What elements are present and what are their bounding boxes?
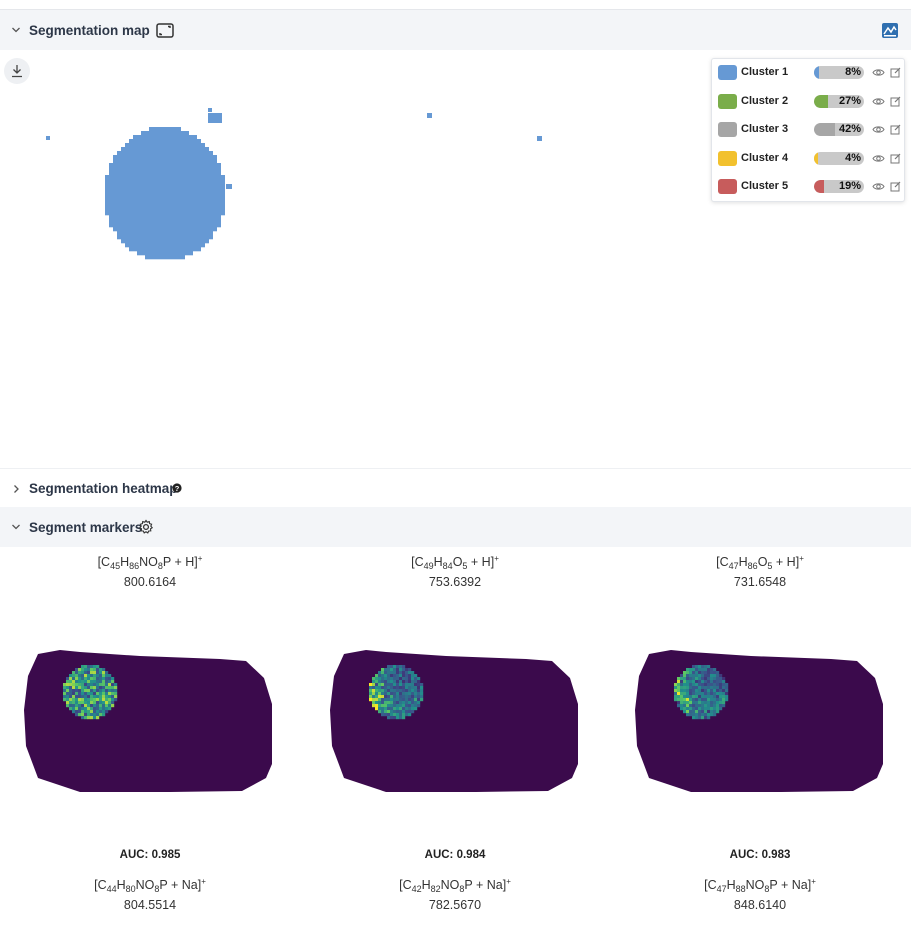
edit-icon[interactable]: [890, 96, 901, 107]
cluster-1-region: [105, 127, 232, 260]
eye-icon[interactable]: [872, 124, 885, 135]
marker-formula: [C42H82NO8P + Na]+: [399, 877, 511, 894]
cluster-percent-label: 42%: [838, 123, 861, 136]
eye-icon[interactable]: [872, 67, 885, 78]
edit-icon[interactable]: [890, 124, 901, 135]
segmentation-map-title: Segmentation map: [29, 22, 150, 38]
marker-card-1[interactable]: [C45H86NO8P + H]+ 800.6164: [0, 554, 300, 589]
cluster-1-speck: [46, 136, 50, 140]
segment-markers-title: Segment markers: [29, 519, 143, 535]
cluster-1-speck: [208, 108, 212, 112]
auc-label: AUC: 0.985: [119, 849, 181, 861]
eye-icon[interactable]: [872, 96, 885, 107]
top-divider: [0, 9, 911, 10]
ion-image-1[interactable]: [20, 648, 278, 794]
legend-item-cluster-2[interactable]: Cluster 2 27%: [712, 88, 906, 116]
cluster-1-speck: [427, 113, 432, 118]
marker-formula: [C47H88NO8P + Na]+: [704, 877, 816, 894]
cluster-percent-label: 19%: [838, 180, 861, 193]
marker-formula: [C49H84O5 + H]+: [411, 554, 499, 571]
edit-icon[interactable]: [890, 67, 901, 78]
help-icon[interactable]: ?: [172, 483, 182, 493]
intensity-hotspot: [369, 665, 424, 720]
marker-mz: 731.6548: [733, 575, 787, 589]
segment-markers-header[interactable]: Segment markers: [0, 507, 911, 547]
marker-mz: 848.6140: [733, 898, 787, 912]
legend-item-cluster-3[interactable]: Cluster 3 42%: [712, 116, 906, 144]
cluster-percent-bar: [814, 180, 864, 194]
expand-icon[interactable]: [156, 22, 174, 38]
cluster-legend: Cluster 1 8% Cluster 2 27% Cluster 3 42% Clust…: [711, 58, 905, 202]
chevron-down-icon[interactable]: [11, 522, 21, 532]
chart-icon[interactable]: [880, 21, 900, 39]
marker-formula: [C44H80NO8P + Na]+: [94, 877, 206, 894]
cluster-color-swatch[interactable]: [718, 122, 737, 138]
ion-image-2[interactable]: [326, 648, 584, 794]
chevron-right-icon[interactable]: [11, 484, 21, 494]
auc-label: AUC: 0.984: [424, 849, 486, 861]
tissue-section: [24, 650, 272, 792]
auc-label: AUC: 0.983: [729, 849, 791, 861]
cluster-1-speck: [537, 136, 542, 141]
chevron-down-icon[interactable]: [11, 25, 21, 35]
cluster-color-swatch[interactable]: [718, 150, 737, 166]
legend-item-cluster-5[interactable]: Cluster 5 19%: [712, 173, 906, 201]
segmentation-heatmap-title: Segmentation heatmap: [29, 481, 178, 496]
marker-mz: 753.6392: [428, 575, 482, 589]
cluster-percent-label: 4%: [845, 151, 861, 164]
cluster-percent-label: 8%: [845, 66, 861, 78]
marker-card-4[interactable]: [C44H80NO8P + Na]+ 804.5514: [0, 877, 300, 912]
legend-item-cluster-1[interactable]: Cluster 1 8%: [712, 59, 906, 87]
gear-icon[interactable]: [138, 519, 154, 535]
cluster-percent-label: 27%: [838, 94, 861, 107]
cluster-1-speck: [208, 113, 222, 123]
eye-icon[interactable]: [872, 181, 885, 192]
cluster-name: Cluster 3: [741, 123, 789, 136]
edit-icon[interactable]: [890, 181, 901, 192]
cluster-name: Cluster 5: [741, 180, 789, 193]
marker-card-2[interactable]: [C49H84O5 + H]+ 753.6392: [305, 554, 605, 589]
legend-item-cluster-4[interactable]: Cluster 4 4%: [712, 145, 906, 173]
cluster-percent-bar: [814, 123, 864, 137]
download-button[interactable]: [4, 58, 30, 84]
segmentation-heatmap-header[interactable]: Segmentation heatmap ?: [0, 468, 911, 508]
intensity-hotspot: [63, 665, 118, 720]
cluster-color-swatch[interactable]: [718, 65, 737, 80]
cluster-percent-bar: [814, 94, 864, 108]
download-icon: [12, 65, 22, 78]
segmentation-map-canvas: [46, 108, 542, 260]
cluster-name: Cluster 1: [741, 66, 789, 78]
segmentation-map-header[interactable]: Segmentation map: [0, 10, 911, 50]
cluster-color-swatch[interactable]: [718, 93, 737, 109]
svg-text:?: ?: [175, 484, 180, 493]
cluster-name: Cluster 2: [741, 94, 789, 107]
cluster-color-swatch[interactable]: [718, 179, 737, 195]
tissue-section: [330, 650, 578, 792]
ion-image-3[interactable]: [631, 648, 889, 794]
marker-formula: [C45H86NO8P + H]+: [97, 554, 203, 571]
marker-formula: [C47H86O5 + H]+: [716, 554, 804, 571]
marker-card-5[interactable]: [C42H82NO8P + Na]+ 782.5670: [305, 877, 605, 912]
marker-mz: 800.6164: [123, 575, 177, 589]
cluster-percent-bar: [814, 66, 864, 79]
cluster-percent-bar: [814, 151, 864, 165]
marker-mz: 782.5670: [428, 898, 482, 912]
marker-card-3[interactable]: [C47H86O5 + H]+ 731.6548: [610, 554, 910, 589]
marker-card-6[interactable]: [C47H88NO8P + Na]+ 848.6140: [610, 877, 910, 912]
intensity-hotspot: [674, 665, 729, 720]
marker-mz: 804.5514: [123, 898, 177, 912]
edit-icon[interactable]: [890, 153, 901, 164]
tissue-section: [635, 650, 883, 792]
cluster-name: Cluster 4: [741, 151, 789, 164]
eye-icon[interactable]: [872, 153, 885, 164]
